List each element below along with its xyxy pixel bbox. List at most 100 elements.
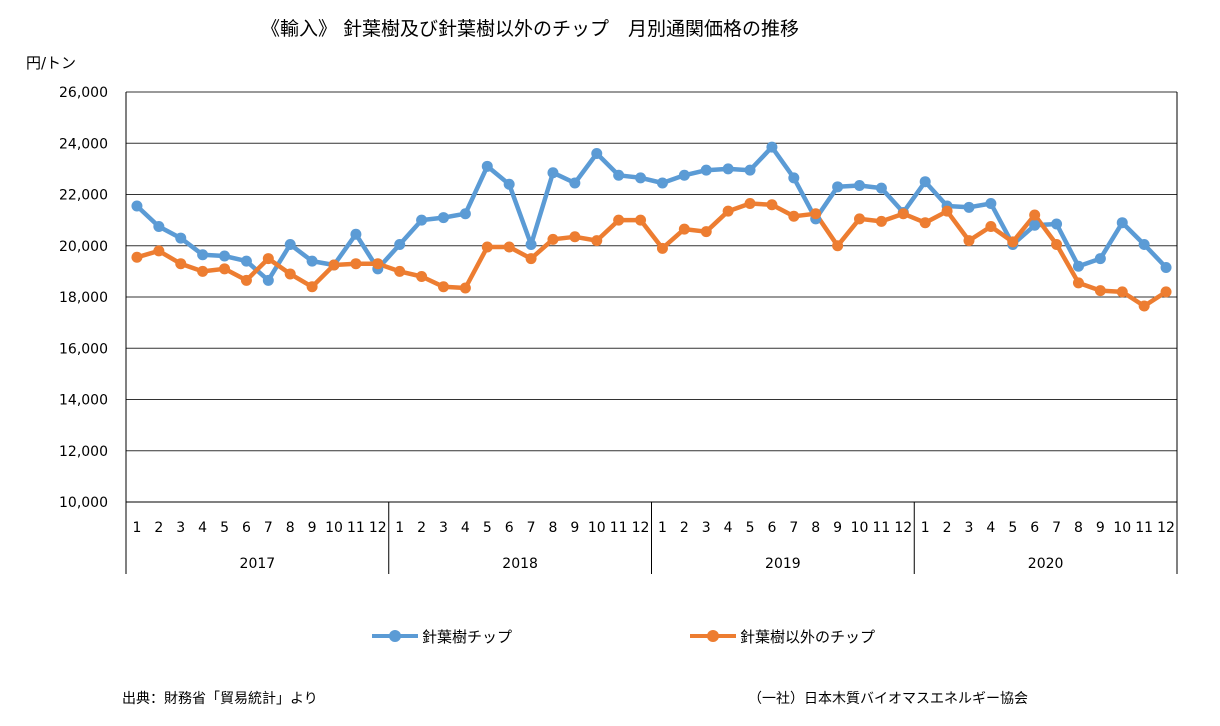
data-point-0 bbox=[744, 164, 756, 176]
data-point-1 bbox=[219, 263, 231, 275]
x-tick-label: 4 bbox=[724, 520, 733, 536]
data-point-1 bbox=[1094, 285, 1106, 297]
x-tick-label: 4 bbox=[198, 520, 207, 536]
data-point-1 bbox=[1051, 238, 1063, 250]
data-point-0 bbox=[262, 274, 274, 286]
data-point-1 bbox=[963, 235, 975, 247]
data-point-0 bbox=[700, 164, 712, 176]
x-tick-label: 1 bbox=[132, 520, 141, 536]
x-tick-label: 7 bbox=[527, 520, 536, 536]
data-point-1 bbox=[1007, 236, 1019, 248]
gridlines bbox=[126, 91, 1177, 503]
data-point-1 bbox=[197, 265, 209, 277]
data-point-1 bbox=[569, 231, 581, 243]
y-tick-label: 10,000 bbox=[59, 495, 108, 511]
x-tick-label: 10 bbox=[1113, 520, 1131, 536]
data-point-1 bbox=[919, 217, 931, 229]
data-point-0 bbox=[284, 238, 296, 250]
y-tick-label: 24,000 bbox=[59, 136, 108, 152]
x-tick-label: 11 bbox=[872, 520, 890, 536]
x-tick-label: 6 bbox=[242, 520, 251, 536]
x-tick-label: 2 bbox=[943, 520, 952, 536]
data-point-0 bbox=[240, 255, 252, 267]
data-point-1 bbox=[635, 214, 647, 226]
data-point-1 bbox=[854, 213, 866, 225]
x-tick-label: 7 bbox=[789, 520, 798, 536]
credit-note: （一社）日本木質バイオマスエネルギー協会 bbox=[748, 691, 1028, 707]
data-point-0 bbox=[219, 250, 231, 262]
data-point-0 bbox=[1029, 219, 1041, 231]
y-axis-unit-label: 円/トン bbox=[26, 54, 77, 72]
data-point-1 bbox=[503, 241, 515, 253]
year-label: 2018 bbox=[502, 556, 538, 572]
x-tick-label: 1 bbox=[921, 520, 930, 536]
x-tick-label: 9 bbox=[308, 520, 317, 536]
x-tick-label: 8 bbox=[549, 520, 558, 536]
data-point-0 bbox=[635, 172, 647, 184]
data-point-0 bbox=[153, 221, 165, 233]
x-tick-label: 1 bbox=[658, 520, 667, 536]
data-point-0 bbox=[1094, 253, 1106, 265]
data-point-0 bbox=[350, 228, 362, 240]
x-tick-label: 11 bbox=[610, 520, 628, 536]
year-label: 2019 bbox=[765, 556, 801, 572]
data-point-0 bbox=[569, 177, 581, 189]
x-tick-label: 2 bbox=[680, 520, 689, 536]
data-point-0 bbox=[656, 177, 668, 189]
data-point-1 bbox=[591, 235, 603, 247]
axes bbox=[125, 92, 1178, 574]
legend: 針葉樹チップ 針葉樹以外のチップ bbox=[0, 622, 1220, 650]
x-tick-label: 10 bbox=[588, 520, 606, 536]
data-point-1 bbox=[372, 258, 384, 270]
data-point-1 bbox=[832, 240, 844, 252]
data-point-1 bbox=[328, 259, 340, 271]
y-tick-label: 18,000 bbox=[59, 290, 108, 306]
data-point-1 bbox=[131, 251, 143, 263]
data-point-0 bbox=[525, 238, 537, 250]
legend-label-non-softwood: 針葉樹以外のチップ bbox=[740, 627, 876, 646]
x-tick-label: 12 bbox=[632, 520, 650, 536]
x-tick-label: 6 bbox=[1030, 520, 1039, 536]
legend-swatch-non-softwood bbox=[690, 629, 736, 643]
data-point-0 bbox=[1116, 217, 1128, 229]
x-tick-label: 5 bbox=[746, 520, 755, 536]
x-tick-label: 3 bbox=[702, 520, 711, 536]
data-point-1 bbox=[678, 223, 690, 235]
data-point-0 bbox=[875, 182, 887, 194]
data-point-0 bbox=[963, 201, 975, 213]
data-point-0 bbox=[437, 212, 449, 224]
data-point-1 bbox=[788, 210, 800, 222]
series-markers bbox=[131, 141, 1172, 312]
data-point-1 bbox=[656, 242, 668, 254]
legend-item-non-softwood: 針葉樹以外のチップ bbox=[690, 622, 875, 650]
data-point-0 bbox=[394, 238, 406, 250]
data-point-1 bbox=[240, 274, 252, 286]
data-point-1 bbox=[306, 281, 318, 293]
data-point-0 bbox=[503, 178, 515, 190]
data-point-0 bbox=[175, 232, 187, 244]
y-tick-label: 12,000 bbox=[59, 444, 108, 460]
y-tick-label: 26,000 bbox=[59, 85, 108, 101]
data-point-1 bbox=[481, 241, 493, 253]
x-tick-labels: 1 2 3 4 5 6 7 8 9 10 11 12 1 2 3 4 5 6 7 8 9 10 11 12 1 2 3 4 5 6 7 8 9 1… bbox=[132, 520, 1174, 572]
x-tick-label: 12 bbox=[1157, 520, 1175, 536]
y-tick-label: 20,000 bbox=[59, 239, 108, 255]
x-tick-label: 9 bbox=[833, 520, 842, 536]
chart-title: 《輸入》 針葉樹及び針葉樹以外のチップ 月別通関価格の推移 bbox=[260, 18, 800, 40]
data-point-1 bbox=[416, 271, 428, 282]
x-tick-label: 5 bbox=[483, 520, 492, 536]
x-tick-label: 3 bbox=[439, 520, 448, 536]
x-tick-label: 11 bbox=[1135, 520, 1153, 536]
x-tick-label: 6 bbox=[505, 520, 514, 536]
data-point-1 bbox=[897, 208, 909, 220]
data-point-0 bbox=[1051, 218, 1063, 230]
data-point-1 bbox=[1160, 286, 1172, 298]
data-point-1 bbox=[350, 258, 362, 270]
data-point-1 bbox=[394, 265, 406, 277]
legend-item-softwood: 針葉樹チップ bbox=[372, 622, 512, 650]
series-line-0 bbox=[134, 144, 1169, 283]
data-point-0 bbox=[1160, 262, 1172, 274]
data-point-1 bbox=[766, 199, 778, 211]
data-point-1 bbox=[744, 197, 756, 209]
x-tick-label: 4 bbox=[461, 520, 470, 536]
